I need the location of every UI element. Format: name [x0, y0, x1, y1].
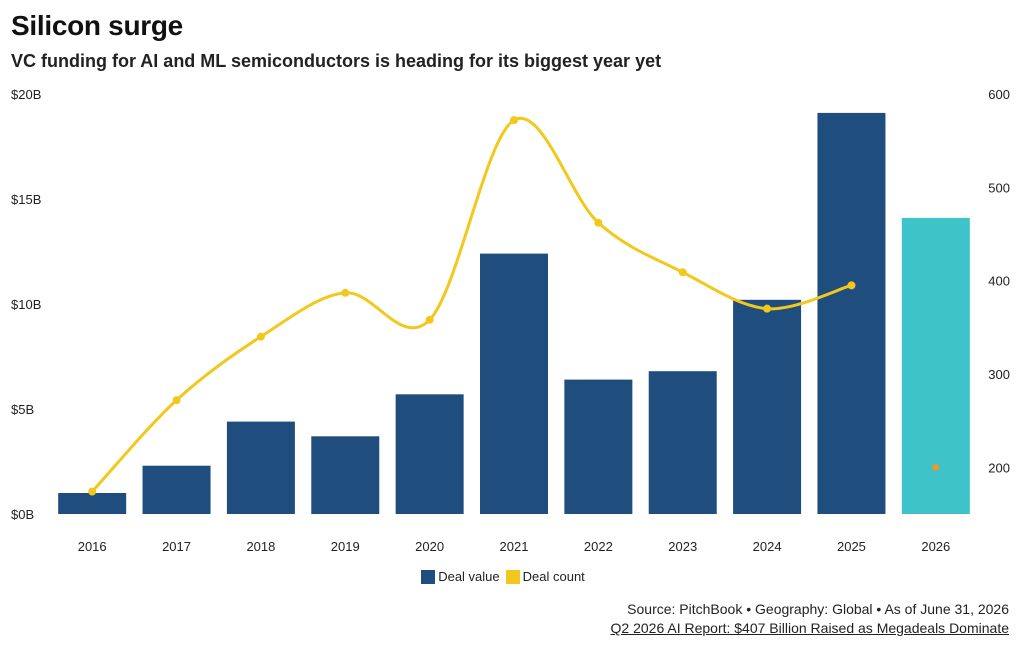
deal-count-point	[678, 268, 687, 277]
deal-value-bar	[395, 394, 464, 514]
x-tick-label: 2022	[584, 539, 613, 554]
x-tick-label: 2025	[837, 539, 866, 554]
deal-value-bar	[817, 112, 886, 515]
legend-item-deal-count: Deal count	[505, 569, 585, 584]
legend-swatch-deal-value	[421, 569, 436, 584]
x-tick-label: 2021	[500, 539, 529, 554]
deal-value-bar	[480, 253, 548, 514]
source-note: Source: PitchBook • Geography: Global • …	[627, 601, 1009, 617]
deal-value-bar	[648, 371, 717, 514]
deal-count-point	[594, 218, 603, 227]
right-tick-label: 300	[988, 367, 1010, 382]
legend-label-deal-count: Deal count	[522, 569, 585, 584]
chart-subtitle: VC funding for AI and ML semiconductors …	[11, 51, 662, 71]
right-tick-label: 600	[988, 87, 1010, 102]
x-tick-label: 2016	[78, 539, 107, 554]
x-tick-label: 2017	[162, 539, 191, 554]
x-tick-label: 2023	[668, 539, 697, 554]
deal-count-point	[341, 288, 350, 297]
x-tick-label: 2018	[246, 539, 275, 554]
left-axis: $0B $5B $10B $15B $20B	[11, 87, 41, 522]
x-tick-label: 2019	[331, 539, 360, 554]
deal-count-point	[256, 332, 265, 341]
deal-count-point	[172, 396, 181, 405]
legend-swatch-deal-count	[505, 569, 520, 584]
deal-value-bar	[733, 299, 802, 514]
report-link[interactable]: Q2 2026 AI Report: $407 Billion Raised a…	[610, 620, 1009, 636]
deal-value-bars	[58, 112, 970, 515]
deal-value-bar	[564, 379, 633, 514]
x-axis: 2016 2017 2018 2019 2020 2021 2022 2023 2024 2025…	[78, 539, 951, 554]
left-tick-label: $10B	[11, 297, 41, 312]
deal-value-bar	[58, 493, 127, 514]
deal-value-bar	[226, 421, 295, 514]
chart-title: Silicon surge	[11, 10, 183, 41]
left-tick-label: $5B	[11, 402, 34, 417]
deal-count-point	[510, 116, 518, 125]
x-tick-label: 2024	[753, 539, 782, 554]
legend: Deal value Deal count	[0, 569, 1006, 584]
deal-count-point	[88, 487, 97, 496]
deal-count-point	[932, 463, 940, 471]
x-tick-label: 2026	[921, 539, 950, 554]
deal-count-point	[763, 304, 772, 313]
right-tick-label: 200	[988, 460, 1010, 475]
right-tick-label: 500	[988, 180, 1010, 195]
legend-label-deal-value: Deal value	[438, 569, 500, 584]
deal-count-series-line	[91, 116, 852, 493]
right-tick-label: 400	[988, 274, 1010, 289]
deal-count-point	[847, 281, 856, 290]
deal-count-point	[425, 315, 434, 324]
x-tick-label: 2020	[415, 539, 444, 554]
left-tick-label: $0B	[11, 507, 34, 522]
deal-value-bar	[311, 436, 380, 514]
deal-count-line	[88, 116, 940, 496]
legend-item-deal-value: Deal value	[421, 569, 500, 584]
left-tick-label: $15B	[11, 192, 41, 207]
right-axis: 200 300 400 500 600	[988, 87, 1010, 475]
left-tick-label: $20B	[11, 87, 41, 102]
deal-value-bar	[142, 465, 211, 514]
